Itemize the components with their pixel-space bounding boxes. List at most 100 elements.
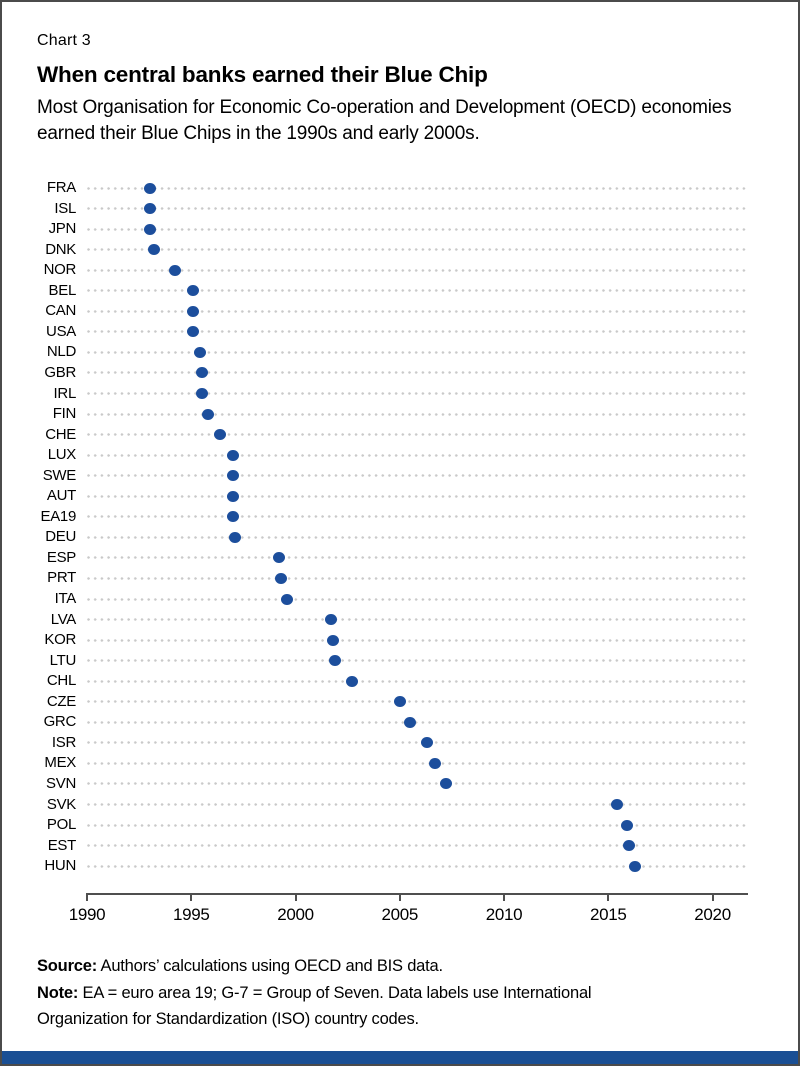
chart-number: Chart 3 <box>37 32 91 49</box>
country-label: CZE <box>46 692 76 710</box>
data-dot <box>195 388 208 399</box>
note-line: Note: EA = euro area 19; G-7 = Group of … <box>37 980 662 1033</box>
leader-line <box>87 535 748 539</box>
x-tick-label: 1990 <box>68 905 106 924</box>
data-dot <box>439 778 452 790</box>
data-dot <box>226 449 239 461</box>
leader-line <box>87 350 748 354</box>
leader-line <box>87 638 748 642</box>
country-label: NOR <box>43 261 77 279</box>
data-dot <box>226 490 239 502</box>
data-dot <box>187 285 200 297</box>
source-label: Source: <box>37 957 98 975</box>
leader-line <box>87 474 748 478</box>
country-label: ESP <box>46 549 76 567</box>
country-label: FIN <box>52 405 77 423</box>
leader-line <box>87 453 748 457</box>
data-dot <box>623 840 636 852</box>
country-label: POL <box>46 816 76 834</box>
x-axis-tick <box>607 893 610 901</box>
leader-line <box>87 309 748 313</box>
leader-line <box>87 248 748 252</box>
leader-line <box>87 227 748 231</box>
x-axis-tick <box>503 893 506 901</box>
country-label: HUN <box>44 857 76 875</box>
leader-line <box>87 268 748 272</box>
leader-line <box>87 597 748 601</box>
data-dot <box>281 593 294 605</box>
country-label: SVN <box>46 775 76 793</box>
leader-line <box>87 803 748 806</box>
data-dot <box>429 757 442 769</box>
data-dot <box>214 429 227 441</box>
leader-line <box>87 741 748 745</box>
country-label: IRL <box>53 384 77 402</box>
data-dot <box>324 614 337 626</box>
note-text: EA = euro area 19; G-7 = Group of Seven.… <box>37 983 592 1029</box>
country-label: SWE <box>42 466 77 484</box>
leader-line <box>87 392 748 395</box>
data-dot <box>168 264 181 276</box>
data-dot <box>345 675 358 687</box>
country-label: CHE <box>45 425 76 443</box>
country-label: AUT <box>46 487 76 505</box>
leader-line <box>87 782 748 786</box>
leader-line <box>87 371 748 375</box>
data-dot <box>147 244 160 256</box>
leader-line <box>87 186 748 190</box>
data-dot <box>272 552 285 564</box>
data-dot <box>404 716 417 728</box>
leader-line <box>87 330 748 334</box>
leader-line <box>87 700 748 704</box>
country-label: FRA <box>46 179 76 197</box>
x-tick-label: 2005 <box>381 905 419 924</box>
data-dot <box>610 799 623 810</box>
chart-title: When central banks earned their Blue Chi… <box>37 62 488 87</box>
country-label: LVA <box>50 610 77 628</box>
x-tick-label: 1995 <box>172 905 210 924</box>
country-label: NLD <box>46 343 76 361</box>
x-axis-tick <box>86 893 88 901</box>
country-label: LTU <box>49 651 77 669</box>
x-axis-tick <box>711 893 714 901</box>
country-label: ISR <box>51 734 76 752</box>
data-dot <box>327 634 340 646</box>
data-dot <box>229 531 242 543</box>
leader-line <box>87 679 748 683</box>
leader-line <box>87 844 748 848</box>
leader-line <box>87 618 748 622</box>
data-dot <box>201 408 214 420</box>
leader-line <box>87 576 748 580</box>
country-label: CAN <box>45 302 76 320</box>
source-line: Source: Authors’ calculations using OECD… <box>37 953 682 980</box>
data-dot <box>143 203 156 215</box>
country-label: MEX <box>44 754 76 772</box>
chart-footnotes: Source: Authors’ calculations using OECD… <box>37 953 682 1033</box>
x-axis-tick <box>190 893 193 901</box>
chart-subtitle: Most Organisation for Economic Co-operat… <box>37 97 732 144</box>
bottom-accent-bar <box>2 1051 798 1064</box>
data-dot <box>195 367 208 379</box>
data-dot <box>420 737 433 749</box>
country-label: DEU <box>45 528 76 546</box>
x-axis <box>87 893 748 895</box>
country-label: EST <box>47 836 77 854</box>
country-label: BEL <box>48 281 77 299</box>
country-label: LUX <box>47 446 77 464</box>
data-dot <box>274 572 287 584</box>
data-dot <box>187 326 200 338</box>
country-label: DNK <box>45 240 76 258</box>
x-axis-tick <box>398 893 401 901</box>
data-dot <box>393 696 406 708</box>
country-label: EA19 <box>40 507 77 525</box>
data-dot <box>329 655 342 667</box>
x-tick-label: 2015 <box>589 905 627 924</box>
leader-line <box>87 433 748 437</box>
country-label: SVK <box>46 795 76 813</box>
data-dot <box>143 182 156 194</box>
leader-line <box>87 659 748 663</box>
country-label: GBR <box>44 364 76 382</box>
leader-line <box>87 515 748 519</box>
